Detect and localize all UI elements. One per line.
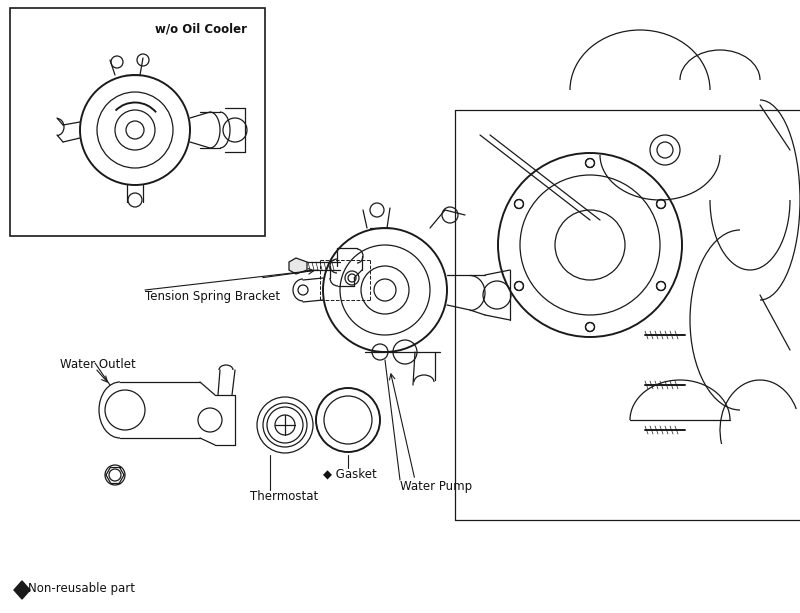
Polygon shape [289,258,307,274]
Text: w/o Oil Cooler: w/o Oil Cooler [155,22,247,35]
Text: Non-reusable part: Non-reusable part [28,582,135,595]
Text: Water Pump: Water Pump [400,480,472,493]
Bar [10,8,265,236]
Text: Water Outlet: Water Outlet [60,358,136,371]
Text: Thermostat: Thermostat [250,490,318,503]
Polygon shape [14,581,30,599]
Text: Tension Spring Bracket: Tension Spring Bracket [145,290,280,303]
Text: ◆ Gasket: ◆ Gasket [323,468,377,481]
